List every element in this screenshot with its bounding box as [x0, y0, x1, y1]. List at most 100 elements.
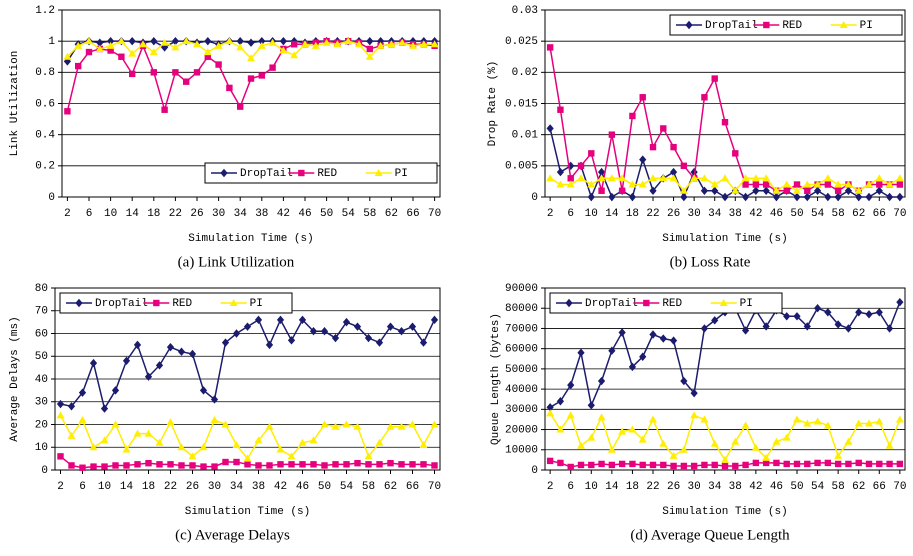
marker — [649, 415, 657, 423]
marker — [813, 417, 822, 425]
marker — [375, 438, 384, 446]
marker — [225, 37, 234, 45]
x-tick-label: 50 — [790, 481, 803, 493]
marker — [803, 419, 812, 427]
x-axis-title: Simulation Time (s) — [188, 233, 313, 245]
marker — [133, 340, 142, 350]
x-tick-label: 6 — [86, 208, 93, 220]
marker — [742, 181, 749, 188]
x-tick-label: 54 — [342, 208, 356, 220]
x-tick-label: 38 — [252, 481, 265, 493]
marker — [782, 433, 791, 441]
marker — [279, 36, 287, 46]
x-tick-label: 42 — [274, 481, 287, 493]
marker — [608, 461, 616, 469]
marker — [597, 376, 606, 386]
x-tick-label: 62 — [852, 481, 865, 493]
chart: 00.20.40.60.811.22 6 10 14 18 22 26 30 34 38 42 46 5… — [9, 5, 441, 271]
marker — [865, 419, 873, 427]
y-tick-label: 80 — [35, 283, 48, 295]
marker — [268, 38, 277, 46]
marker — [320, 420, 329, 428]
marker — [670, 462, 677, 470]
marker — [155, 438, 164, 446]
marker — [711, 461, 718, 469]
marker — [680, 376, 688, 386]
marker — [364, 452, 373, 460]
marker — [804, 460, 811, 468]
marker — [772, 437, 781, 445]
x-axis-title: Simulation Time (s) — [662, 506, 787, 518]
marker — [711, 316, 719, 325]
marker — [277, 461, 284, 468]
marker — [587, 192, 595, 202]
y-tick-label: 50000 — [505, 364, 538, 376]
marker — [608, 131, 616, 138]
marker — [896, 297, 904, 307]
marker — [353, 422, 362, 430]
marker — [409, 41, 417, 49]
marker — [287, 336, 296, 345]
marker — [167, 461, 174, 468]
marker — [183, 78, 190, 85]
caption: (b) Loss Rate — [670, 254, 751, 270]
marker — [139, 40, 147, 48]
marker — [855, 192, 863, 202]
marker — [546, 403, 554, 412]
marker — [885, 192, 894, 202]
marker — [320, 327, 329, 336]
marker — [64, 108, 71, 115]
marker — [149, 48, 158, 56]
marker — [67, 431, 76, 439]
marker — [834, 192, 842, 202]
marker — [243, 322, 252, 331]
marker — [721, 455, 729, 463]
chart: 0 10000 20000 30000 40000 50000 60000 70000 8000… — [490, 283, 907, 544]
marker — [221, 420, 230, 428]
marker — [732, 462, 739, 470]
marker — [813, 180, 822, 188]
marker — [321, 462, 328, 469]
marker — [199, 443, 208, 451]
marker — [639, 352, 647, 361]
marker — [331, 333, 340, 343]
marker — [701, 461, 708, 469]
legend-box — [549, 292, 783, 314]
marker — [649, 330, 657, 339]
marker — [408, 322, 417, 331]
marker — [386, 322, 395, 331]
marker — [63, 52, 72, 60]
marker — [783, 460, 790, 468]
x-tick-label: 2 — [547, 481, 554, 493]
marker — [546, 409, 555, 417]
x-tick-label: 18 — [142, 481, 155, 493]
x-tick-label: 70 — [428, 481, 441, 493]
x-tick-label: 42 — [749, 481, 762, 493]
marker — [844, 186, 853, 195]
marker — [752, 186, 760, 195]
x-tick-label: 34 — [708, 208, 722, 220]
y-tick-label: 0.005 — [505, 161, 538, 173]
marker — [386, 422, 395, 430]
marker — [618, 174, 627, 182]
marker — [721, 119, 729, 126]
x-tick-label: 6 — [567, 208, 574, 220]
marker — [100, 436, 109, 444]
marker — [839, 21, 848, 28]
x-tick-label: 46 — [770, 208, 783, 220]
marker — [598, 460, 605, 468]
marker — [155, 361, 164, 370]
marker — [322, 38, 331, 46]
marker — [845, 460, 852, 468]
marker — [566, 180, 575, 188]
marker — [649, 461, 657, 469]
x-tick-label: 50 — [320, 208, 333, 220]
legend-box — [59, 292, 293, 314]
marker — [803, 192, 811, 202]
marker — [96, 38, 104, 47]
x-tick-label: 10 — [104, 208, 117, 220]
x-tick-label: 42 — [277, 208, 290, 220]
marker — [588, 150, 595, 157]
marker — [188, 349, 197, 359]
marker — [885, 441, 894, 449]
